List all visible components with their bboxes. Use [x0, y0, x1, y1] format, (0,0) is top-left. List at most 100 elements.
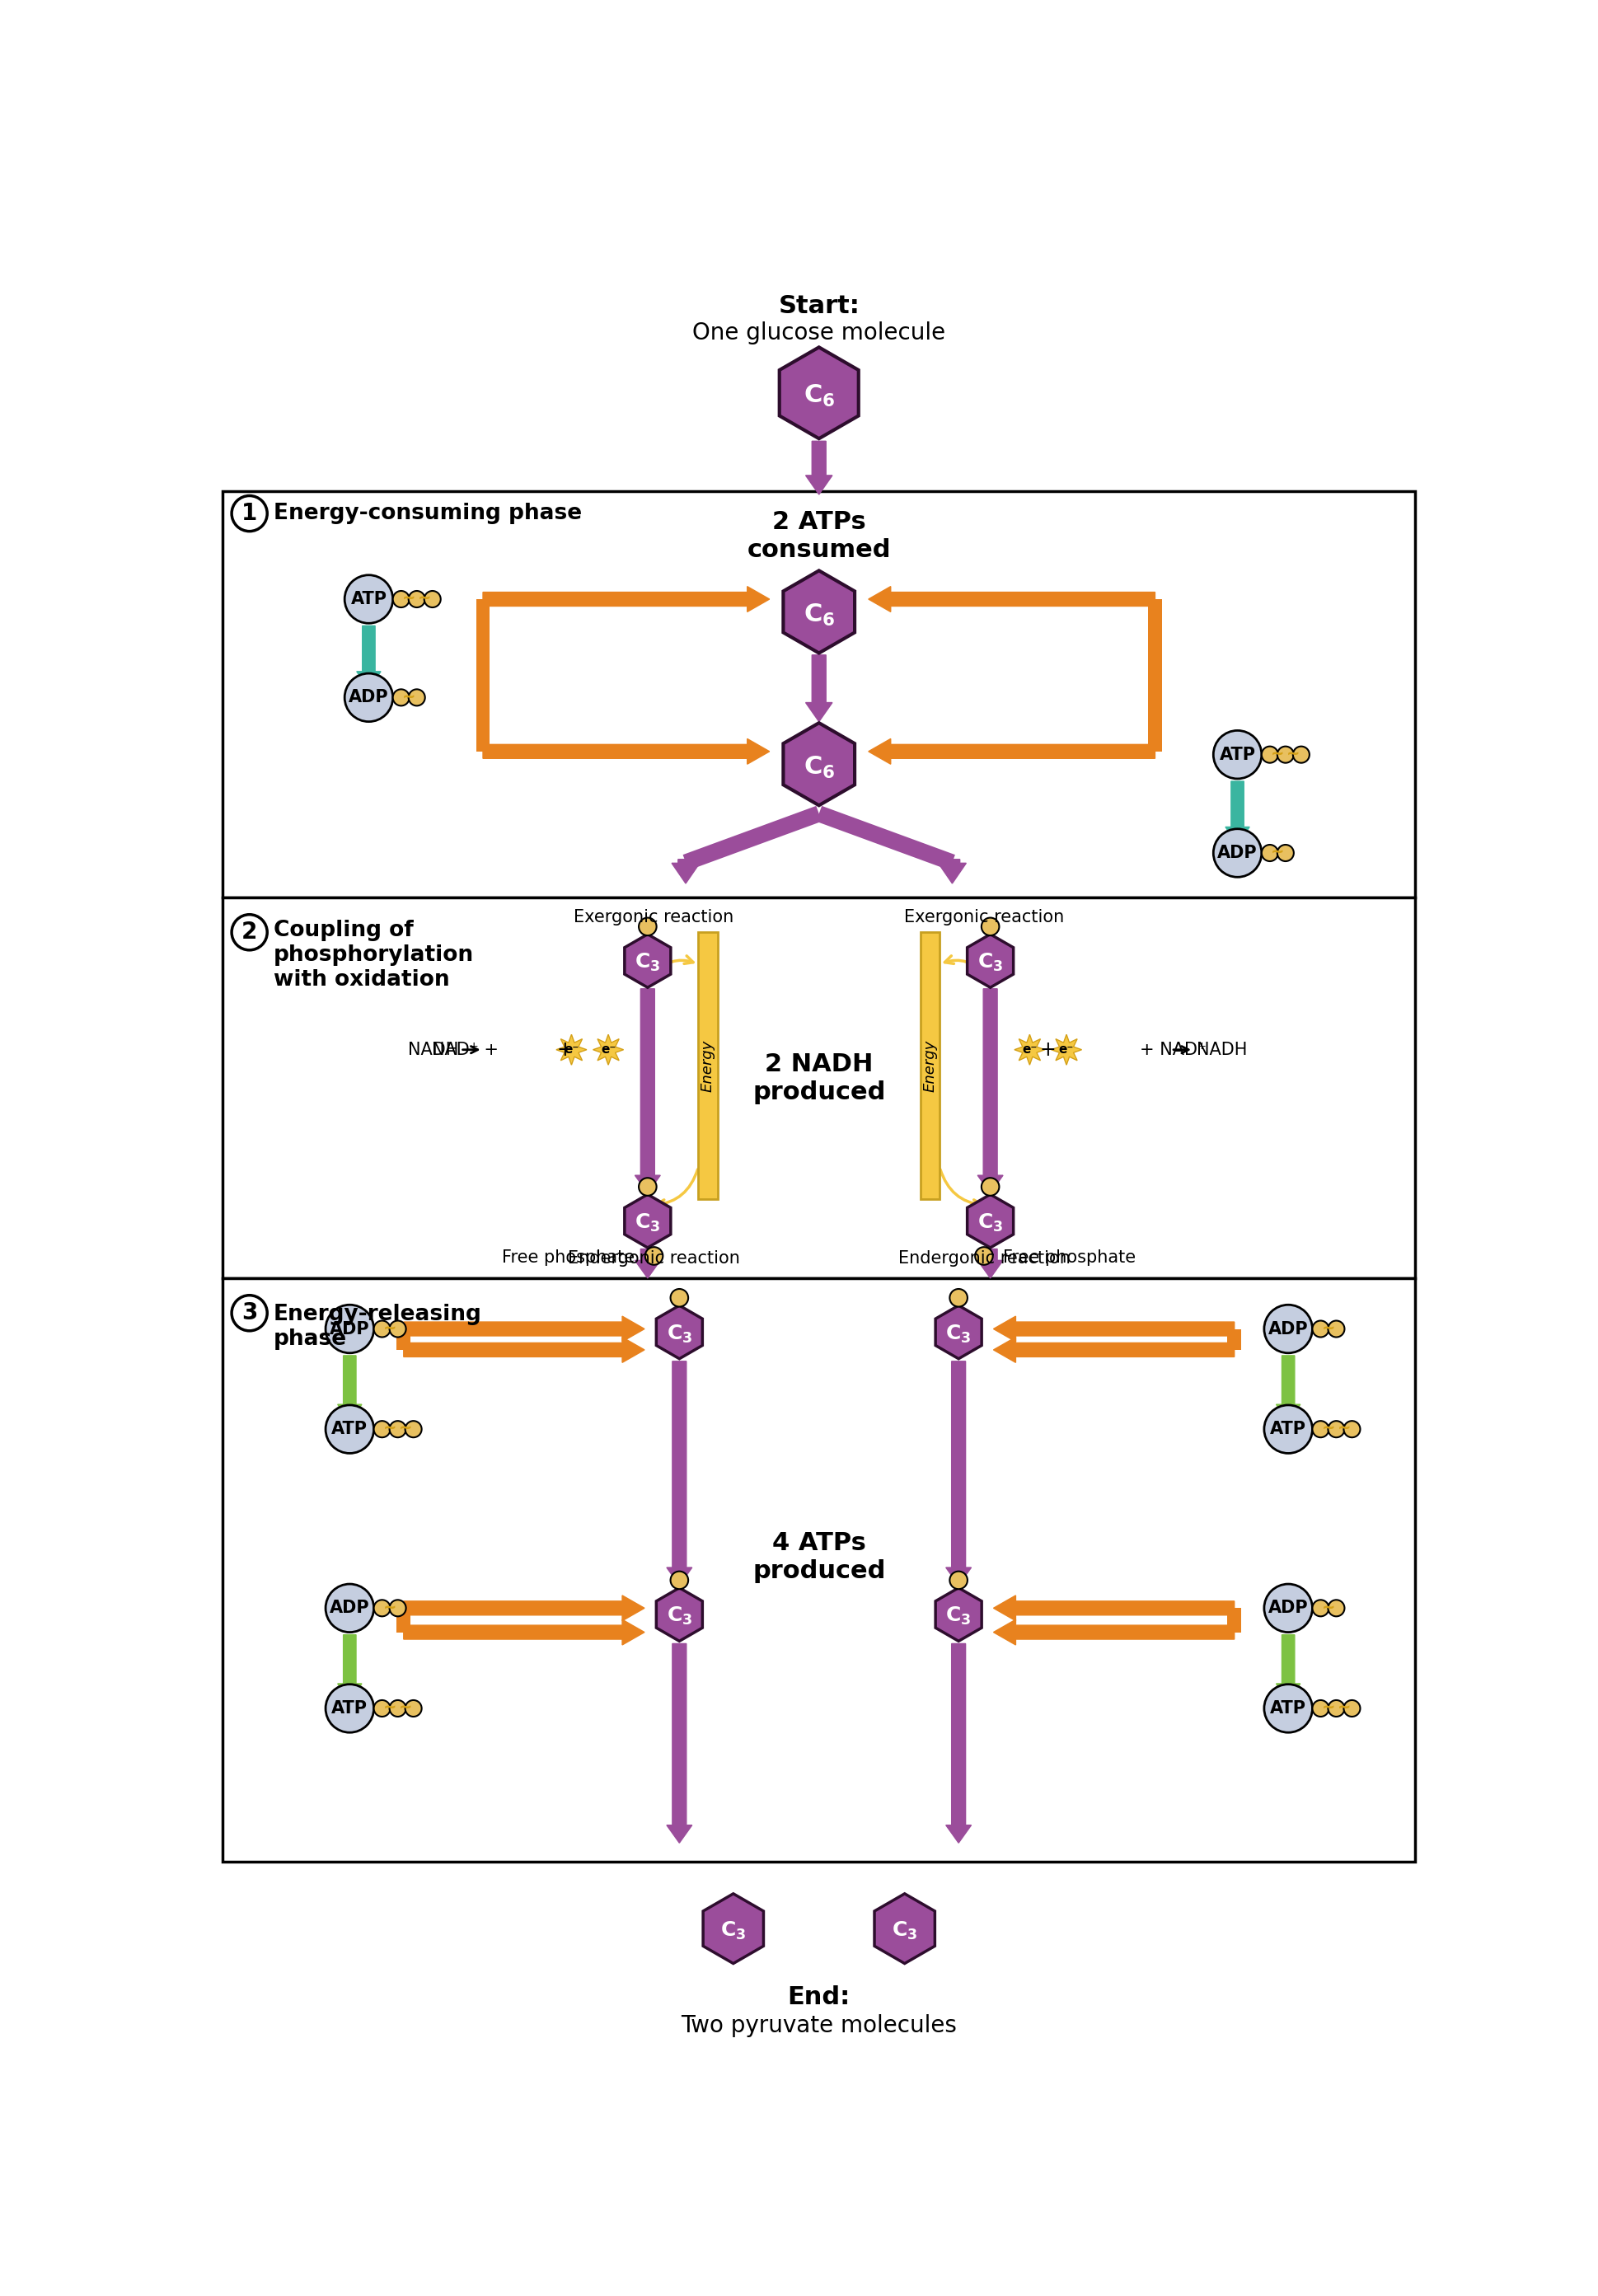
- Circle shape: [326, 1304, 374, 1352]
- Circle shape: [326, 1405, 374, 1453]
- Polygon shape: [780, 347, 858, 439]
- Text: + NAD⁺: + NAD⁺: [1139, 1042, 1206, 1058]
- Circle shape: [1344, 1699, 1360, 1717]
- Text: ~: ~: [384, 1320, 396, 1336]
- Polygon shape: [805, 654, 833, 721]
- Circle shape: [374, 1600, 390, 1616]
- Circle shape: [1312, 1421, 1330, 1437]
- Text: ATP: ATP: [1270, 1699, 1307, 1717]
- Polygon shape: [967, 1194, 1013, 1247]
- Polygon shape: [978, 1249, 1004, 1279]
- Text: NAD⁺ +: NAD⁺ +: [431, 1042, 499, 1058]
- Text: $\mathbf{C_3}$: $\mathbf{C_3}$: [946, 1605, 972, 1628]
- Text: Energy-consuming phase: Energy-consuming phase: [273, 503, 582, 523]
- Polygon shape: [868, 585, 1155, 611]
- Polygon shape: [625, 934, 671, 987]
- Text: ~: ~: [1338, 1699, 1350, 1715]
- Text: Free phosphate: Free phosphate: [1004, 1249, 1136, 1265]
- Text: $\mathbf{C_3}$: $\mathbf{C_3}$: [978, 953, 1004, 974]
- Text: Energy: Energy: [922, 1040, 938, 1091]
- Circle shape: [1277, 746, 1294, 762]
- Circle shape: [949, 1288, 967, 1306]
- Circle shape: [390, 1320, 406, 1336]
- Polygon shape: [1226, 781, 1250, 845]
- Polygon shape: [946, 1362, 972, 1584]
- Text: ~: ~: [403, 590, 415, 606]
- Text: ~: ~: [1270, 746, 1285, 762]
- Circle shape: [981, 1178, 999, 1196]
- Circle shape: [975, 1247, 992, 1265]
- Polygon shape: [994, 1596, 1234, 1621]
- Text: ~: ~: [417, 590, 431, 606]
- Text: Exergonic reaction: Exergonic reaction: [574, 909, 733, 925]
- Circle shape: [1312, 1600, 1330, 1616]
- Circle shape: [345, 673, 393, 721]
- Text: $\mathbf{C_3}$: $\mathbf{C_3}$: [892, 1919, 917, 1942]
- Text: +: +: [558, 1040, 574, 1058]
- Text: Exergonic reaction: Exergonic reaction: [904, 909, 1064, 925]
- Text: ~: ~: [1322, 1320, 1336, 1336]
- Circle shape: [1312, 1699, 1330, 1717]
- Text: ADP: ADP: [1218, 845, 1258, 861]
- Circle shape: [374, 1421, 390, 1437]
- Text: ~: ~: [403, 689, 415, 705]
- Circle shape: [1261, 845, 1278, 861]
- Text: ~: ~: [1322, 1598, 1336, 1614]
- Text: $\mathbf{C_3}$: $\mathbf{C_3}$: [634, 1212, 660, 1233]
- Polygon shape: [404, 1619, 644, 1644]
- Circle shape: [409, 590, 425, 608]
- Text: $\mathbf{C_6}$: $\mathbf{C_6}$: [804, 602, 834, 627]
- Bar: [1227, 1607, 1242, 1632]
- Polygon shape: [1277, 1635, 1301, 1701]
- Text: ~: ~: [1270, 845, 1285, 859]
- Polygon shape: [404, 1336, 644, 1362]
- Polygon shape: [556, 1035, 586, 1065]
- Polygon shape: [634, 990, 660, 1194]
- Circle shape: [1261, 746, 1278, 762]
- Polygon shape: [994, 1316, 1234, 1341]
- Text: $\mathbf{C_3}$: $\mathbf{C_3}$: [978, 1212, 1004, 1233]
- Text: ATP: ATP: [1270, 1421, 1307, 1437]
- Polygon shape: [783, 723, 855, 806]
- Text: $\mathbf{C_3}$: $\mathbf{C_3}$: [634, 953, 660, 974]
- Circle shape: [232, 496, 267, 530]
- Circle shape: [326, 1584, 374, 1632]
- Polygon shape: [783, 572, 855, 652]
- Bar: [920, 932, 940, 1199]
- Polygon shape: [404, 1596, 644, 1621]
- Text: e⁻: e⁻: [1059, 1042, 1074, 1056]
- Circle shape: [406, 1699, 422, 1717]
- Text: 3: 3: [241, 1302, 257, 1325]
- Text: e⁻: e⁻: [564, 1042, 578, 1056]
- Text: 2 ATPs
consumed: 2 ATPs consumed: [748, 510, 890, 563]
- Text: Endergonic reaction: Endergonic reaction: [567, 1251, 740, 1267]
- Polygon shape: [868, 739, 1155, 765]
- Circle shape: [1312, 1320, 1330, 1336]
- Polygon shape: [994, 1336, 1234, 1362]
- Circle shape: [1264, 1304, 1312, 1352]
- Text: ~: ~: [384, 1419, 396, 1435]
- Circle shape: [232, 1295, 267, 1332]
- Text: ATP: ATP: [350, 590, 387, 608]
- Circle shape: [1264, 1405, 1312, 1453]
- Polygon shape: [935, 1589, 981, 1642]
- Text: $\mathbf{C_3}$: $\mathbf{C_3}$: [721, 1919, 746, 1942]
- Text: NADH: NADH: [1197, 1042, 1246, 1058]
- Text: 1: 1: [241, 503, 257, 526]
- Text: e⁻: e⁻: [1023, 1042, 1037, 1056]
- Text: $\mathbf{C_3}$: $\mathbf{C_3}$: [666, 1322, 692, 1345]
- Polygon shape: [634, 1249, 660, 1279]
- Circle shape: [390, 1600, 406, 1616]
- Circle shape: [1277, 845, 1294, 861]
- Bar: [222, 491, 1416, 898]
- Circle shape: [390, 1421, 406, 1437]
- Text: ATP: ATP: [331, 1699, 368, 1717]
- Polygon shape: [657, 1589, 703, 1642]
- Text: +: +: [1039, 1040, 1056, 1058]
- Polygon shape: [978, 990, 1004, 1194]
- Circle shape: [1328, 1600, 1344, 1616]
- Bar: [476, 599, 491, 751]
- Text: ~: ~: [400, 1419, 412, 1435]
- Text: ~: ~: [1322, 1699, 1336, 1715]
- Polygon shape: [1051, 1035, 1082, 1065]
